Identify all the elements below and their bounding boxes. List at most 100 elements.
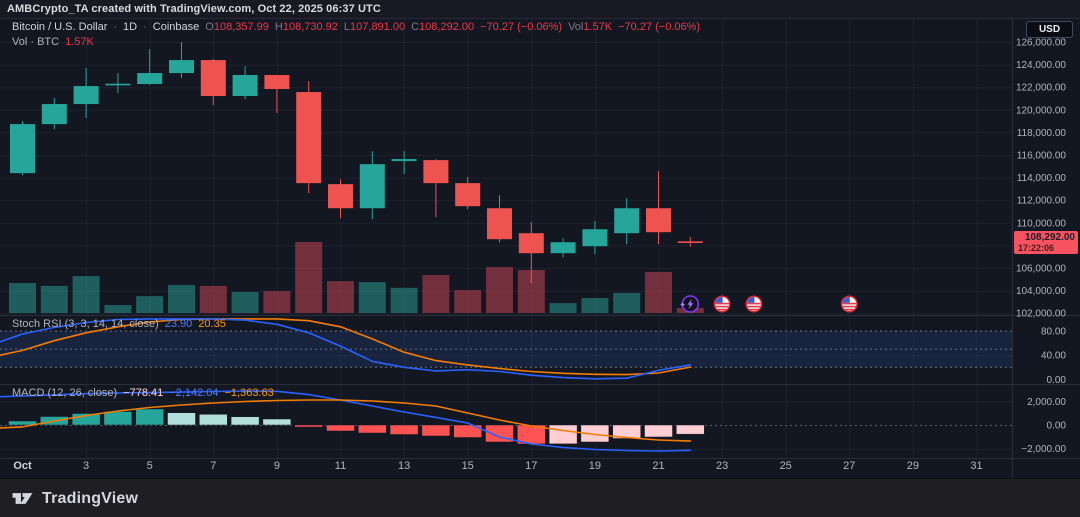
- volume-bar: [581, 298, 609, 313]
- candle-body: [550, 242, 576, 254]
- price-axis-label: 106,000.00: [1016, 264, 1066, 275]
- candle: [550, 238, 576, 258]
- stoch-axis-label: 0.00: [1047, 375, 1067, 386]
- ohlc-low: L107,891.00: [343, 21, 406, 33]
- time-axis-label: 15: [462, 460, 474, 472]
- time-axis-label: 5: [147, 460, 153, 472]
- volume-bar: [645, 271, 672, 313]
- flag-canton: [842, 297, 850, 303]
- volume-bar: [454, 290, 482, 313]
- flag-stripe: [746, 305, 761, 308]
- footer-brand-name: TradingView: [42, 489, 139, 507]
- legend-separator: ·: [143, 21, 147, 33]
- time-axis-label: 17: [525, 460, 537, 472]
- current-price-badge[interactable]: 108,292.00 17:22:06: [1014, 231, 1078, 254]
- time-axis-label: 3: [83, 460, 89, 472]
- time-axis[interactable]: Oct 3 5 7 9 11 13 15 17 19 21 23 25 27 29 31: [13, 460, 982, 472]
- flag-stripe: [746, 302, 761, 305]
- volume-bar: [9, 283, 36, 313]
- candle-body: [391, 159, 417, 162]
- stoch-k-value: 23.90: [164, 318, 193, 330]
- candle-body: [10, 124, 35, 174]
- volume-bar: [199, 285, 227, 313]
- volume-bar: [104, 305, 132, 313]
- symbol-legend-row[interactable]: Bitcoin / U.S. Dollar · 1D · Coinbase O1…: [12, 21, 700, 33]
- price-axis-label: 102,000.00: [1016, 309, 1066, 320]
- flag-stripe: [842, 305, 857, 308]
- flag-stripe: [715, 302, 730, 305]
- flash-event-icon[interactable]: ✦: [679, 295, 700, 313]
- macd-histogram-bar: [167, 412, 196, 426]
- macd-title[interactable]: MACD (12, 26, close): [12, 387, 118, 399]
- flag-canton: [715, 297, 723, 303]
- macd-histogram-bar: [389, 424, 419, 435]
- candle: [359, 151, 385, 220]
- tradingview-logo[interactable]: TradingView: [11, 487, 138, 510]
- candle-body: [296, 92, 322, 184]
- us-flag-event-icon[interactable]: [745, 295, 763, 313]
- price-axis-label: 118,000.00: [1017, 128, 1067, 139]
- volume-readout: Vol1.57K: [568, 21, 613, 33]
- interval-label[interactable]: 1D: [123, 21, 138, 33]
- currency-toggle-button[interactable]: USD: [1026, 21, 1073, 38]
- candle-body: [200, 60, 226, 97]
- candle-body: [359, 164, 385, 209]
- event-markers: ✦: [679, 295, 858, 313]
- flag-stripe: [842, 308, 857, 311]
- lightning-bolt: [687, 299, 694, 309]
- attribution-bar: AMBCrypto_TA created with TradingView.co…: [0, 0, 1080, 19]
- symbol-title[interactable]: Bitcoin / U.S. Dollar: [12, 21, 108, 33]
- price-axis[interactable]: 126,000.00 124,000.00 122,000.00 120,000.00…: [1016, 38, 1067, 456]
- volume-bar: [168, 284, 195, 313]
- volume-bar: [549, 303, 577, 313]
- flag-stripe: [746, 308, 761, 311]
- macd-histogram-bar: [612, 424, 641, 439]
- stoch-axis-label: 80.00: [1041, 327, 1066, 338]
- volume-study-title[interactable]: Vol · BTC: [12, 36, 60, 48]
- volume-bar: [613, 292, 641, 313]
- price-axis-label: 114,000.00: [1017, 173, 1067, 184]
- time-axis-label: 23: [716, 460, 728, 472]
- volume-bar: [263, 291, 291, 313]
- price-axis-label: 112,000.00: [1017, 196, 1067, 207]
- current-price-value: 108,292.00: [1024, 232, 1075, 243]
- candle: [487, 195, 512, 243]
- price-axis-label: 110,000.00: [1017, 218, 1067, 229]
- stoch-d-line: [0, 318, 692, 376]
- candle: [328, 179, 353, 219]
- macd-histogram-bar: [548, 424, 578, 445]
- candle-body: [105, 83, 131, 86]
- us-flag-event-icon[interactable]: [713, 295, 731, 313]
- volume-series: [9, 241, 704, 313]
- macd-legend-row[interactable]: MACD (12, 26, close) −778.41 −2,142.04 −…: [12, 387, 274, 399]
- candle: [582, 221, 608, 255]
- candle-body: [582, 229, 608, 247]
- candle: [264, 74, 290, 114]
- macd-histogram-bar: [644, 424, 673, 438]
- candle: [232, 66, 258, 100]
- stoch-rsi-title[interactable]: Stoch RSI (3, 3, 14, 14, close): [12, 318, 159, 330]
- candle-body: [455, 183, 481, 207]
- candle: [677, 237, 703, 247]
- macd-histogram-bar: [135, 408, 164, 426]
- flag-stripe: [842, 302, 857, 305]
- volume-bar: [390, 287, 418, 313]
- price-axis-label: 120,000.00: [1016, 105, 1066, 116]
- macd-histogram-bar: [230, 416, 260, 426]
- candle-body: [137, 73, 163, 85]
- ohlc-open: O108,357.99: [205, 21, 269, 33]
- change-value: −70.27 (−0.06%): [480, 21, 563, 33]
- volume-legend-row[interactable]: Vol · BTC 1.57K: [12, 36, 94, 48]
- stoch-rsi-legend-row[interactable]: Stoch RSI (3, 3, 14, 14, close) 23.90 20…: [12, 318, 226, 330]
- candle: [518, 222, 544, 284]
- footer-bar: TradingView: [0, 478, 1080, 517]
- volume-bar: [422, 275, 450, 313]
- us-flag-event-icon[interactable]: [840, 295, 858, 313]
- price-axis-label: 126,000.00: [1016, 38, 1066, 49]
- time-axis-label: 9: [274, 460, 280, 472]
- candle-body: [264, 74, 290, 90]
- candle-body: [41, 104, 67, 125]
- exchange-label: Coinbase: [152, 21, 200, 33]
